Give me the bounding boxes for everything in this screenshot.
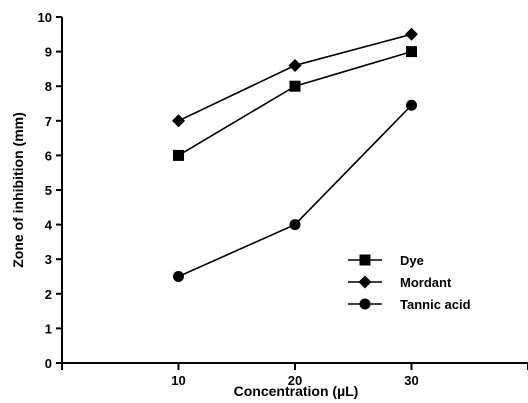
y-tick-label: 10 — [38, 10, 52, 25]
y-tick-label: 5 — [45, 183, 52, 198]
data-point — [288, 58, 302, 72]
data-point — [289, 219, 301, 231]
legend-label: Dye — [400, 253, 424, 268]
axes: 0 1 2 3 4 5 6 7 8 9 10 10 20 30 — [38, 10, 528, 388]
legend-marker — [359, 254, 371, 266]
y-tick-label: 3 — [45, 252, 52, 267]
data-point — [406, 99, 417, 111]
y-tick-label: 0 — [45, 356, 52, 371]
x-axis-title: Concentration (µL) — [234, 383, 359, 399]
series-line — [178, 104, 413, 278]
y-tick-label: 8 — [45, 79, 52, 94]
data-point — [405, 27, 418, 41]
y-tick-label: 7 — [45, 114, 52, 129]
data-point — [289, 80, 301, 92]
x-tick-label: 30 — [404, 373, 418, 388]
x-tick-label: 10 — [171, 373, 185, 388]
data-point — [173, 271, 184, 282]
series-layer — [172, 27, 418, 282]
y-tick-label: 4 — [45, 218, 53, 233]
legend-entry: Dye — [348, 253, 424, 268]
data-point — [172, 114, 185, 128]
legend-label: Tannic acid — [400, 297, 471, 312]
legend: Dye Mordant Tannic acid — [348, 253, 471, 312]
legend-label: Mordant — [400, 275, 452, 290]
legend-entry: Mordant — [348, 275, 452, 290]
series-line — [178, 33, 412, 122]
y-tick-label: 9 — [45, 45, 52, 60]
y-tick-label: 1 — [45, 321, 52, 336]
series-square — [173, 46, 417, 161]
data-point — [173, 149, 184, 161]
series-circle — [173, 99, 417, 282]
y-axis-title: Zone of inhibition (mm) — [10, 112, 26, 268]
legend-entry: Tannic acid — [348, 297, 471, 312]
legend-marker — [358, 275, 372, 289]
y-tick-label: 6 — [45, 148, 52, 163]
series-diamond — [172, 27, 418, 128]
legend-marker — [359, 298, 371, 310]
y-tick-label: 2 — [45, 287, 52, 302]
data-point — [406, 46, 417, 58]
x-tick-label: 20 — [288, 373, 302, 388]
